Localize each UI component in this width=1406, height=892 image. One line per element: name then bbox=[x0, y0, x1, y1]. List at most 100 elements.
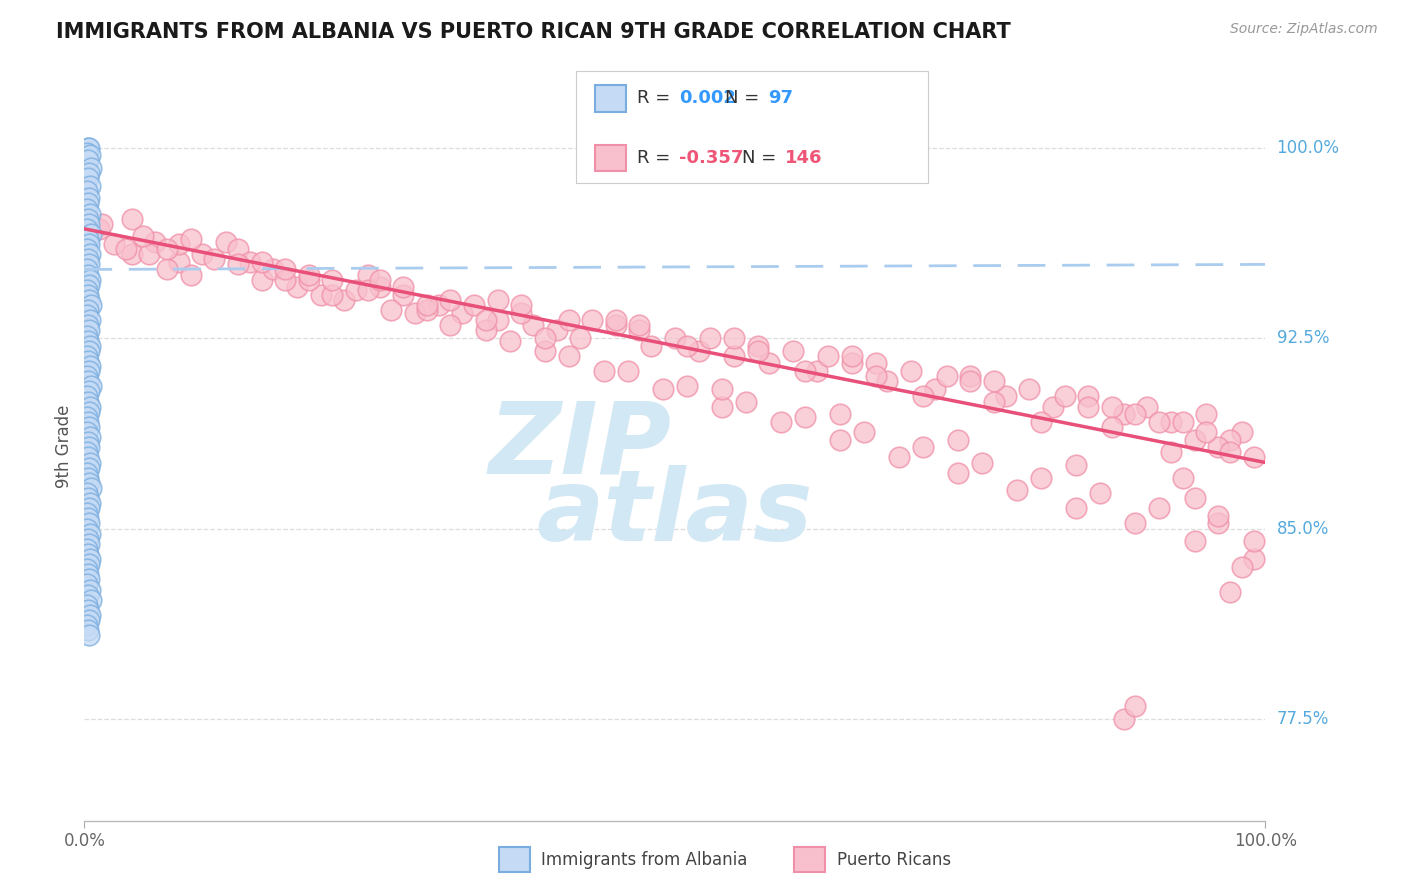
Point bbox=[77, 343, 100, 358]
Text: Immigrants from Albania: Immigrants from Albania bbox=[541, 851, 748, 869]
Point bbox=[80, 161, 103, 175]
Point bbox=[510, 306, 533, 320]
Point bbox=[76, 222, 98, 236]
Point bbox=[215, 235, 238, 249]
Text: 92.5%: 92.5% bbox=[1277, 329, 1329, 347]
Point bbox=[80, 592, 103, 607]
Point bbox=[76, 466, 98, 480]
Point bbox=[404, 306, 426, 320]
Point bbox=[983, 394, 1005, 409]
Point bbox=[1066, 501, 1088, 516]
Point bbox=[1243, 534, 1265, 549]
Point bbox=[80, 298, 103, 312]
Point bbox=[1147, 415, 1170, 429]
Point bbox=[77, 318, 100, 333]
Point bbox=[1018, 382, 1040, 396]
Text: 100.0%: 100.0% bbox=[1277, 138, 1340, 157]
Point bbox=[202, 252, 225, 267]
Point bbox=[76, 425, 98, 439]
Point bbox=[1219, 433, 1241, 447]
Point bbox=[77, 191, 100, 205]
Point bbox=[723, 331, 745, 345]
Point bbox=[77, 460, 100, 475]
Point bbox=[167, 237, 190, 252]
Point bbox=[1195, 407, 1218, 421]
Point bbox=[77, 537, 100, 551]
Point bbox=[156, 262, 179, 277]
Point bbox=[309, 288, 332, 302]
Point bbox=[581, 313, 603, 327]
Point bbox=[87, 222, 110, 236]
Point bbox=[80, 227, 103, 241]
Point bbox=[79, 339, 101, 353]
Point bbox=[77, 232, 100, 246]
Text: 85.0%: 85.0% bbox=[1277, 519, 1329, 538]
Point bbox=[368, 272, 391, 286]
Text: N =: N = bbox=[725, 89, 765, 107]
Point bbox=[830, 407, 852, 421]
Point bbox=[605, 318, 627, 333]
Point bbox=[675, 339, 697, 353]
Point bbox=[1125, 699, 1147, 714]
Point bbox=[77, 420, 100, 434]
Point bbox=[77, 588, 100, 602]
Point bbox=[76, 369, 98, 384]
Point bbox=[77, 532, 100, 546]
Point bbox=[344, 283, 367, 297]
Point bbox=[77, 471, 100, 485]
Point bbox=[1195, 425, 1218, 439]
Text: 97: 97 bbox=[768, 89, 793, 107]
Text: R =: R = bbox=[637, 89, 676, 107]
Point bbox=[79, 359, 101, 373]
Point bbox=[76, 242, 98, 256]
Point bbox=[77, 217, 100, 231]
Point bbox=[121, 211, 143, 226]
Point bbox=[77, 394, 100, 409]
Point bbox=[114, 242, 136, 256]
Point bbox=[77, 293, 100, 307]
Point bbox=[605, 313, 627, 327]
Point bbox=[80, 379, 103, 393]
Point bbox=[793, 364, 815, 378]
Point bbox=[76, 328, 98, 343]
Point bbox=[675, 379, 697, 393]
Point bbox=[76, 562, 98, 576]
Point bbox=[522, 318, 544, 333]
Point bbox=[557, 313, 579, 327]
Point bbox=[77, 516, 100, 531]
Point bbox=[77, 288, 100, 302]
Point bbox=[1184, 433, 1206, 447]
Point bbox=[333, 293, 356, 307]
Point bbox=[911, 440, 934, 454]
Point bbox=[959, 374, 981, 388]
Point bbox=[1101, 420, 1123, 434]
Point bbox=[77, 257, 100, 271]
Point bbox=[616, 364, 638, 378]
Point bbox=[628, 318, 651, 333]
Point bbox=[76, 145, 98, 160]
Point bbox=[77, 475, 100, 490]
Point bbox=[817, 349, 839, 363]
Point bbox=[77, 303, 100, 318]
Point bbox=[79, 526, 101, 541]
Point bbox=[475, 313, 498, 327]
Point bbox=[463, 298, 485, 312]
Point bbox=[664, 331, 686, 345]
Point bbox=[534, 343, 557, 358]
Text: 146: 146 bbox=[785, 149, 823, 167]
Point bbox=[439, 318, 461, 333]
Point bbox=[1184, 491, 1206, 505]
Text: R =: R = bbox=[637, 149, 676, 167]
Point bbox=[76, 308, 98, 322]
Point bbox=[1171, 471, 1194, 485]
Point bbox=[79, 313, 101, 327]
Point bbox=[782, 343, 804, 358]
Point bbox=[852, 425, 875, 439]
Point bbox=[1136, 400, 1159, 414]
Point bbox=[79, 430, 101, 444]
Point bbox=[380, 303, 402, 318]
Point bbox=[138, 247, 160, 261]
Point bbox=[498, 334, 520, 348]
Point bbox=[77, 405, 100, 419]
Point bbox=[77, 277, 100, 292]
